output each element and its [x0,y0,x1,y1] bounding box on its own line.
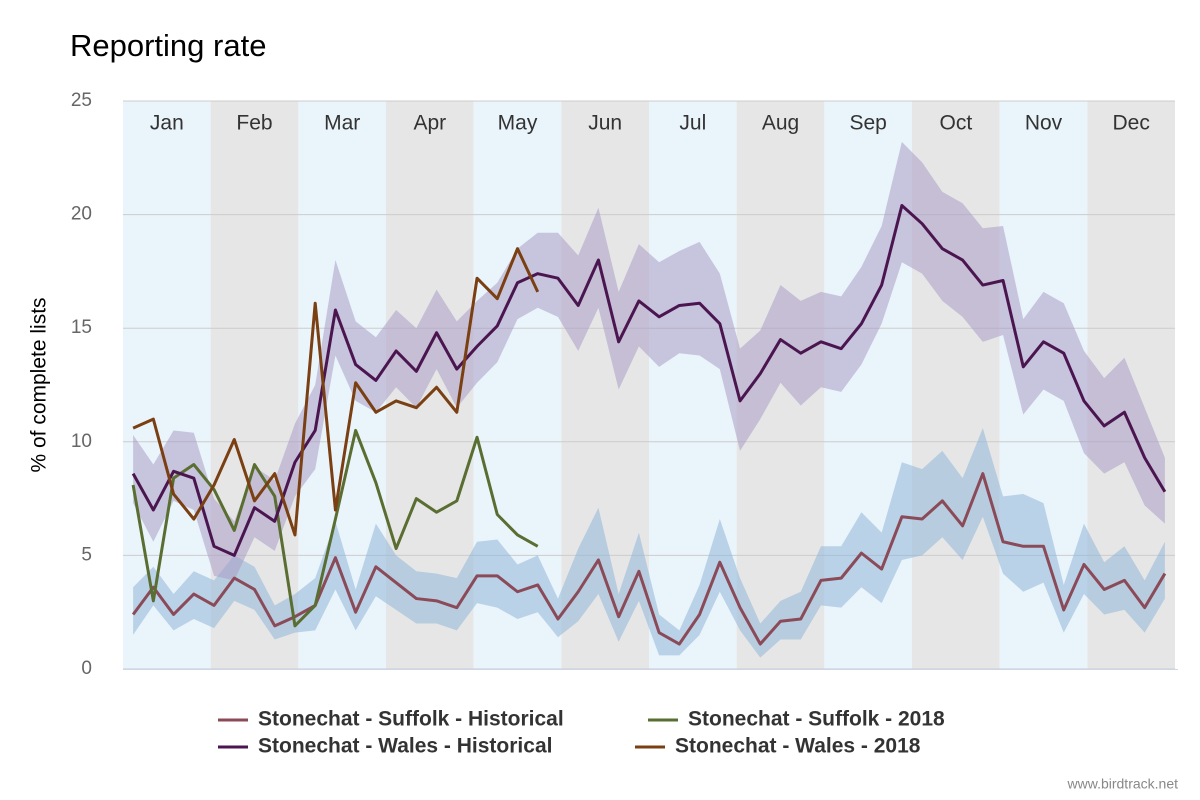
series-line [131,204,1167,557]
y-tick-label: 5 [81,544,92,565]
y-tick-label: 10 [71,431,92,452]
month-label: Jun [588,112,622,135]
y-tick-label: 20 [71,204,92,225]
legend-label: Stonechat - Suffolk - 2018 [688,708,945,731]
y-tick-label: 25 [71,90,92,111]
month-label: Dec [1112,112,1149,135]
legend-label: Stonechat - Wales - Historical [258,735,552,758]
month-label: Oct [939,112,972,135]
month-label: Jan [150,112,184,135]
month-label: Nov [1025,112,1063,135]
confidence-band [133,428,1165,658]
y-tick-label: 15 [71,317,92,338]
month-label: May [498,112,538,135]
month-label: Apr [413,112,446,135]
confidence-band [133,141,1165,581]
month-label: Feb [236,112,272,135]
legend-label: Stonechat - Suffolk - Historical [258,708,564,731]
month-label: Sep [849,112,886,135]
series-line [131,472,1167,646]
series-line [131,428,539,628]
month-label: Mar [324,112,360,135]
source: www.birdtrack.net [1067,776,1179,792]
y-tick-label: 0 [81,658,92,679]
legend-label: Stonechat - Wales - 2018 [675,735,921,758]
month-label: Jul [679,112,706,135]
y-axis-label: % of complete lists [28,297,51,472]
month-label: Aug [762,112,799,135]
chart-title: Reporting rate [70,28,266,63]
series-line [132,247,540,537]
